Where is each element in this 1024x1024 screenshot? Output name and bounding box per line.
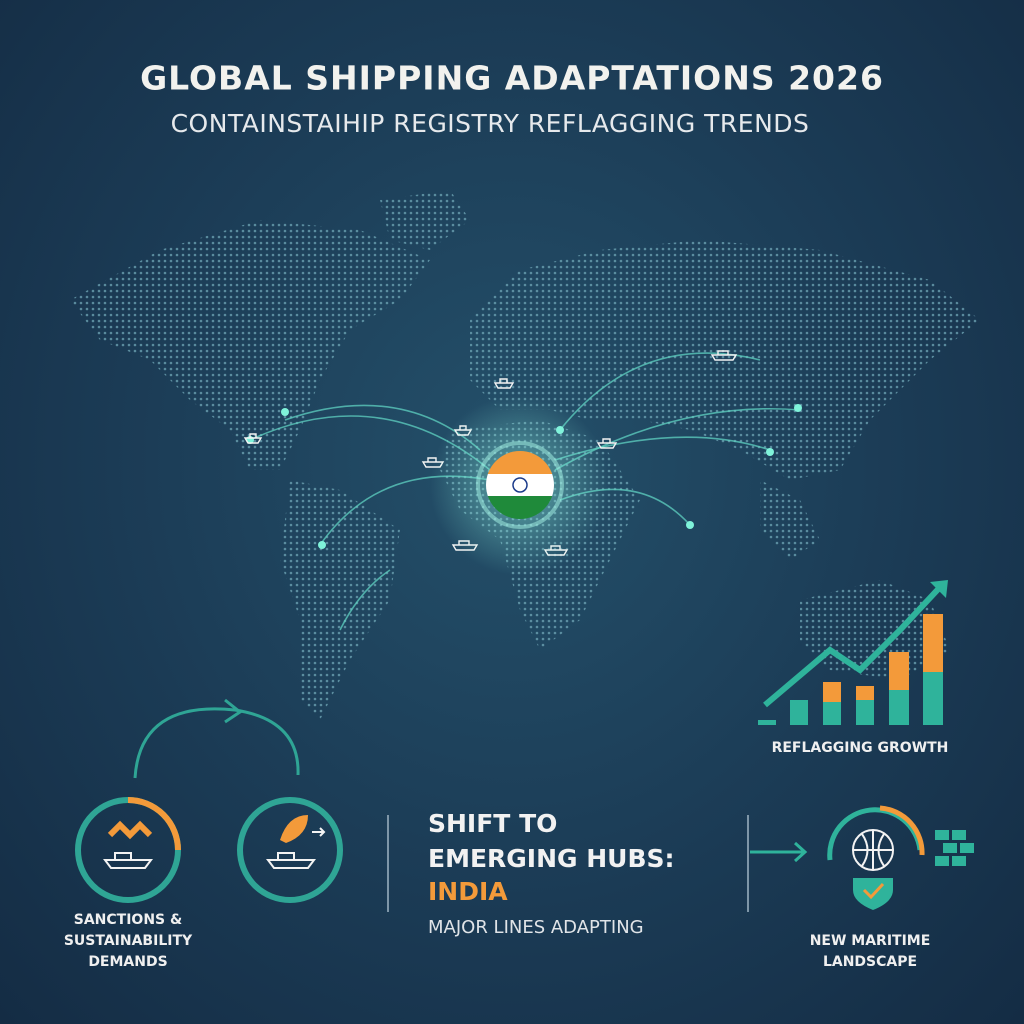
- decoration: [486, 451, 554, 474]
- decoration: [760, 480, 820, 560]
- decoration: [794, 404, 802, 412]
- decoration: [960, 843, 974, 853]
- left-line: DEMANDS: [88, 954, 167, 970]
- decoration: [923, 614, 943, 672]
- decoration: [380, 190, 470, 250]
- decoration: [512, 477, 528, 493]
- center-line: EMERGING HUBS:: [428, 844, 675, 873]
- decoration: [486, 474, 554, 496]
- decoration: [862, 882, 885, 900]
- decoration: [853, 830, 893, 870]
- decoration: [856, 686, 874, 700]
- decoration: [70, 220, 430, 470]
- decoration: [493, 378, 515, 389]
- decoration: [935, 830, 949, 840]
- decoration: [686, 521, 694, 529]
- decoration: [879, 805, 925, 856]
- highlight: INDIA: [428, 877, 508, 906]
- decoration: [280, 815, 308, 843]
- landscape-icon: [747, 805, 974, 912]
- decoration: [476, 441, 564, 529]
- decoration: [766, 448, 774, 456]
- decoration: [318, 541, 326, 549]
- left-line: SANCTIONS &: [74, 912, 182, 928]
- decoration: [856, 700, 874, 725]
- chart-label: REFLAGGING GROWTH: [772, 740, 949, 756]
- decoration: [710, 350, 738, 361]
- caption: MAJOR LINES ADAPTING: [428, 917, 644, 938]
- decoration: [127, 797, 181, 851]
- decoration: [763, 582, 945, 708]
- decoration: [889, 690, 909, 725]
- cycle-icons: [75, 698, 343, 903]
- decoration: [339, 569, 391, 631]
- decoration: [224, 698, 243, 724]
- title: GLOBAL SHIPPING ADAPTATIONS 2026: [140, 59, 884, 98]
- decoration: [943, 843, 957, 853]
- decoration: [103, 852, 153, 869]
- decoration: [790, 700, 808, 725]
- decoration: [923, 672, 943, 725]
- decoration: [935, 856, 949, 866]
- decoration: [281, 408, 289, 416]
- decoration: [952, 830, 966, 840]
- left-line: SUSTAINABILITY: [64, 933, 193, 949]
- india-flag: [430, 395, 610, 575]
- decoration: [486, 496, 554, 519]
- decoration: [133, 707, 300, 779]
- decoration: [889, 652, 909, 690]
- center-line: SHIFT TO: [428, 809, 557, 838]
- right-line: LANDSCAPE: [823, 954, 917, 970]
- growth-chart: [758, 580, 948, 725]
- decoration: [312, 827, 326, 837]
- decoration: [758, 720, 776, 725]
- decoration: [952, 856, 966, 866]
- decoration: [243, 433, 263, 444]
- right-line: NEW MARITIME: [810, 933, 931, 949]
- decoration: [237, 797, 343, 903]
- decoration: [107, 820, 153, 840]
- decoration: [750, 841, 808, 863]
- decoration: [486, 451, 554, 519]
- decoration: [823, 702, 841, 725]
- decoration: [266, 852, 316, 869]
- decoration: [930, 580, 948, 598]
- subtitle: CONTAINSTAIHIP REGISTRY REFLAGGING TREND…: [171, 109, 810, 138]
- decoration: [827, 807, 923, 861]
- decoration: [823, 682, 841, 702]
- decoration: [280, 480, 400, 720]
